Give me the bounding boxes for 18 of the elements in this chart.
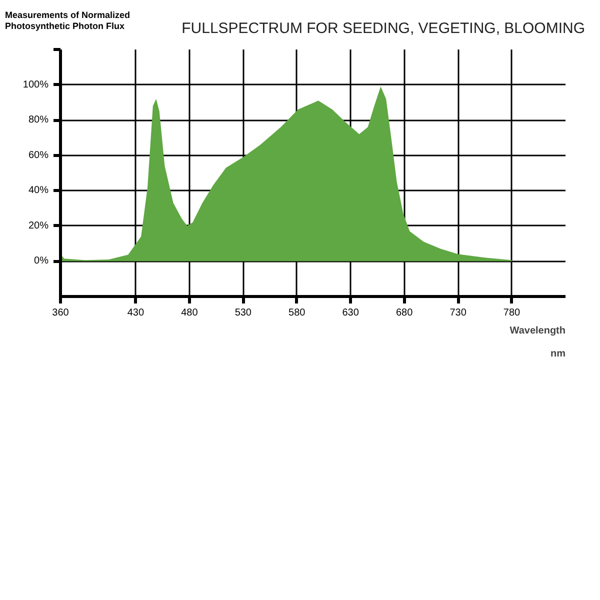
y-tick-label: 80% (28, 114, 49, 126)
x-tick-label: 680 (396, 308, 414, 319)
x-tick-label: 430 (127, 308, 144, 319)
y-axis-title: Measurements of Normalized Photosynthetic Photon Flux (5, 10, 132, 32)
y-tick-label: 100% (22, 80, 49, 91)
x-tick-label: 580 (288, 308, 306, 319)
x-tick-label: 780 (503, 308, 521, 319)
x-tick-label: 360 (52, 308, 70, 319)
text: Wavelength nm (510, 326, 566, 360)
y-tick-label: 0% (34, 256, 49, 268)
x-tick-label: 730 (450, 308, 467, 319)
x-tick-label: 480 (181, 308, 198, 319)
chart-title: FULLSPECTRUM FOR SEEDING, VEGETING, BLOOMING (182, 19, 585, 39)
x-tick-label: 630 (342, 308, 360, 319)
y-tick-label: 40% (28, 186, 49, 197)
x-tick-label: 530 (234, 308, 252, 319)
y-tick-label: 20% (28, 220, 49, 232)
y-tick-label: 60% (28, 150, 49, 162)
